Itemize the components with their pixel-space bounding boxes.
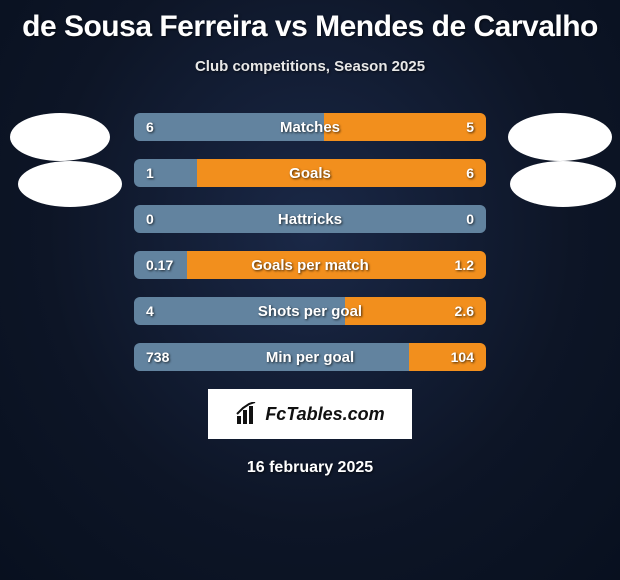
player-right-avatar-2 — [510, 161, 616, 207]
comparison-chart: 6 Matches 5 1 Goals 6 0 Hattricks 0 0.17… — [0, 113, 620, 477]
stat-label: Min per goal — [134, 343, 486, 371]
stat-value-right: 0 — [466, 205, 474, 233]
stat-row: 0.17 Goals per match 1.2 — [134, 251, 486, 279]
stat-label: Hattricks — [134, 205, 486, 233]
stat-label: Goals per match — [134, 251, 486, 279]
player-left-avatar-1 — [10, 113, 110, 161]
stat-row: 0 Hattricks 0 — [134, 205, 486, 233]
fctables-logo: FcTables.com — [208, 389, 412, 439]
subtitle: Club competitions, Season 2025 — [0, 58, 620, 75]
stat-row: 738 Min per goal 104 — [134, 343, 486, 371]
stat-value-right: 6 — [466, 159, 474, 187]
stat-label: Shots per goal — [134, 297, 486, 325]
logo-text: FcTables.com — [265, 404, 384, 425]
stat-row: 4 Shots per goal 2.6 — [134, 297, 486, 325]
date-label: 16 february 2025 — [0, 459, 620, 477]
stat-value-right: 1.2 — [455, 251, 474, 279]
player-right-avatar-1 — [508, 113, 612, 161]
stat-label: Matches — [134, 113, 486, 141]
page-title: de Sousa Ferreira vs Mendes de Carvalho — [0, 0, 620, 44]
stat-value-right: 2.6 — [455, 297, 474, 325]
stat-label: Goals — [134, 159, 486, 187]
stat-value-right: 104 — [451, 343, 474, 371]
stat-rows: 6 Matches 5 1 Goals 6 0 Hattricks 0 0.17… — [134, 113, 486, 371]
chart-icon — [235, 402, 259, 426]
stat-row: 1 Goals 6 — [134, 159, 486, 187]
player-left-avatar-2 — [18, 161, 122, 207]
stat-value-right: 5 — [466, 113, 474, 141]
stat-row: 6 Matches 5 — [134, 113, 486, 141]
